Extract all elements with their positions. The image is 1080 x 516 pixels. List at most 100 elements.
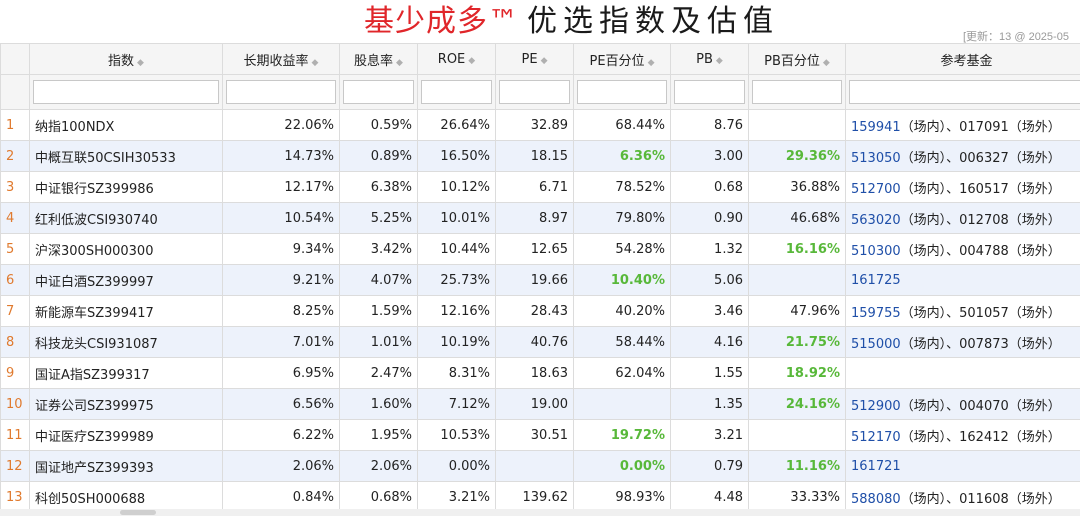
filter-input-roe[interactable] <box>421 80 492 104</box>
filter-input-funds[interactable] <box>849 80 1080 104</box>
funds-cell: 588080（场内）、011608（场外） <box>845 481 1080 513</box>
sort-arrows-icon[interactable]: ◆ <box>540 55 548 66</box>
fund-code-link[interactable]: 512900 <box>851 398 901 414</box>
fund-code-link[interactable]: 513050 <box>851 150 901 166</box>
column-header-label: ROE <box>437 51 466 67</box>
filter-cell-dividend <box>339 74 418 110</box>
column-header-roe[interactable]: ROE ◆ <box>417 43 496 75</box>
funds-cell: 161721 <box>845 450 1080 482</box>
column-header-pe-percentile[interactable]: PE百分位 ◆ <box>573 43 671 75</box>
table-row[interactable]: 13 科创50SH000688 0.84% 0.68% 3.21% 139.62… <box>0 481 1080 513</box>
table-row[interactable]: 6 中证白酒SZ399997 9.21% 4.07% 25.73% 19.66 … <box>0 264 1080 296</box>
pb-percentile-cell: 47.96% <box>748 295 846 327</box>
title-bar: 基少成多™ 优选指数及估值 [更新：13 @ 2025-05 <box>0 0 1080 44</box>
filter-input-pb[interactable] <box>674 80 745 104</box>
fund-code-link[interactable]: 159755 <box>851 305 901 321</box>
fund-code-link[interactable]: 159941 <box>851 119 901 135</box>
row-number-header <box>0 43 30 75</box>
roe-cell: 7.12% <box>417 388 496 420</box>
return-cell: 9.21% <box>222 264 340 296</box>
table-row[interactable]: 2 中概互联50CSIH30533 14.73% 0.89% 16.50% 18… <box>0 140 1080 172</box>
funds-cell: 510300（场内）、004788（场外） <box>845 233 1080 265</box>
sort-arrows-icon[interactable]: ◆ <box>468 55 476 66</box>
fund-detail-text: （场内）、162412（场外） <box>900 429 1061 445</box>
dividend-cell: 1.01% <box>339 326 418 358</box>
row-number: 6 <box>0 264 30 296</box>
pe-cell: 19.66 <box>495 264 574 296</box>
dividend-cell: 1.95% <box>339 419 418 451</box>
fund-code-link[interactable]: 510300 <box>851 243 901 259</box>
filter-input-return[interactable] <box>226 80 336 104</box>
table-row[interactable]: 1 纳指100NDX 22.06% 0.59% 26.64% 32.89 68.… <box>0 109 1080 141</box>
column-header-return[interactable]: 长期收益率 ◆ <box>222 43 340 75</box>
dividend-cell: 1.59% <box>339 295 418 327</box>
pb-percentile-cell: 24.16% <box>748 388 846 420</box>
table-row[interactable]: 9 国证A指SZ399317 6.95% 2.47% 8.31% 18.63 6… <box>0 357 1080 389</box>
index-name-cell: 国证地产SZ399393 <box>29 450 223 482</box>
fund-code-link[interactable]: 512170 <box>851 429 901 445</box>
dividend-cell: 2.06% <box>339 450 418 482</box>
table-row[interactable]: 12 国证地产SZ399393 2.06% 2.06% 0.00% 0.00% … <box>0 450 1080 482</box>
fund-code-link[interactable]: 161721 <box>851 458 901 474</box>
sort-arrows-icon[interactable]: ◆ <box>311 57 319 68</box>
title-brand: 基少成多™ <box>364 4 519 39</box>
filter-cell-return <box>222 74 340 110</box>
column-header-pb-percentile[interactable]: PB百分位 ◆ <box>748 43 846 75</box>
pb-percentile-cell: 29.36% <box>748 140 846 172</box>
table-row[interactable]: 10 证券公司SZ399975 6.56% 1.60% 7.12% 19.00 … <box>0 388 1080 420</box>
filter-row-number-cell <box>0 74 30 110</box>
index-name-cell: 红利低波CSI930740 <box>29 202 223 234</box>
filter-input-index[interactable] <box>33 80 219 104</box>
funds-cell: 159755（场内）、501057（场外） <box>845 295 1080 327</box>
horizontal-scrollbar[interactable] <box>0 509 1080 516</box>
column-header-pe[interactable]: PE ◆ <box>495 43 574 75</box>
table-row[interactable]: 4 红利低波CSI930740 10.54% 5.25% 10.01% 8.97… <box>0 202 1080 234</box>
table-row[interactable]: 8 科技龙头CSI931087 7.01% 1.01% 10.19% 40.76… <box>0 326 1080 358</box>
pb-cell: 5.06 <box>670 264 749 296</box>
filter-cell-roe <box>417 74 496 110</box>
pb-percentile-cell <box>748 109 846 141</box>
pe-cell: 32.89 <box>495 109 574 141</box>
pb-cell: 4.16 <box>670 326 749 358</box>
sort-arrows-icon[interactable]: ◆ <box>647 57 655 68</box>
filter-cell-index <box>29 74 223 110</box>
fund-detail-text: （场内）、012708（场外） <box>900 212 1061 228</box>
filter-input-pb-percentile[interactable] <box>752 80 842 104</box>
table-row[interactable]: 3 中证银行SZ399986 12.17% 6.38% 10.12% 6.71 … <box>0 171 1080 203</box>
pe-cell: 19.00 <box>495 388 574 420</box>
sort-arrows-icon[interactable]: ◆ <box>822 57 830 68</box>
sort-arrows-icon[interactable]: ◆ <box>137 57 144 68</box>
fund-code-link[interactable]: 588080 <box>851 491 901 507</box>
fund-code-link[interactable]: 512700 <box>851 181 901 197</box>
filter-input-pe[interactable] <box>499 80 570 104</box>
fund-code-link[interactable]: 563020 <box>851 212 901 228</box>
pb-percentile-cell: 11.16% <box>748 450 846 482</box>
fund-detail-text: （场内）、004788（场外） <box>900 243 1061 259</box>
table-row[interactable]: 7 新能源车SZ399417 8.25% 1.59% 12.16% 28.43 … <box>0 295 1080 327</box>
sort-arrows-icon[interactable]: ◆ <box>396 57 403 68</box>
filter-input-dividend[interactable] <box>343 80 414 104</box>
column-header-label: PB <box>696 51 713 67</box>
column-header-label: PE <box>521 51 538 67</box>
fund-detail-text: （场内）、004070（场外） <box>900 398 1061 414</box>
filter-input-pe-percentile[interactable] <box>577 80 667 104</box>
pe-percentile-cell <box>573 388 671 420</box>
column-header-label: 指数 <box>108 53 135 69</box>
funds-cell: 512700（场内）、160517（场外） <box>845 171 1080 203</box>
fund-code-link[interactable]: 161725 <box>851 272 901 288</box>
table-row[interactable]: 5 沪深300SH000300 9.34% 3.42% 10.44% 12.65… <box>0 233 1080 265</box>
pe-percentile-cell: 98.93% <box>573 481 671 513</box>
column-header-dividend[interactable]: 股息率 ◆ <box>339 43 418 75</box>
scrollbar-thumb[interactable] <box>120 510 156 515</box>
pb-cell: 3.21 <box>670 419 749 451</box>
table-row[interactable]: 11 中证医疗SZ399989 6.22% 1.95% 10.53% 30.51… <box>0 419 1080 451</box>
column-header-pb[interactable]: PB ◆ <box>670 43 749 75</box>
sort-arrows-icon[interactable]: ◆ <box>715 55 723 66</box>
funds-cell: 159941（场内）、017091（场外） <box>845 109 1080 141</box>
filter-row <box>0 74 1080 110</box>
fund-code-link[interactable]: 515000 <box>851 336 901 352</box>
column-header-funds[interactable]: 参考基金 <box>845 43 1080 75</box>
column-header-index[interactable]: 指数 ◆ <box>29 43 223 75</box>
return-cell: 14.73% <box>222 140 340 172</box>
index-name-cell: 国证A指SZ399317 <box>29 357 223 389</box>
